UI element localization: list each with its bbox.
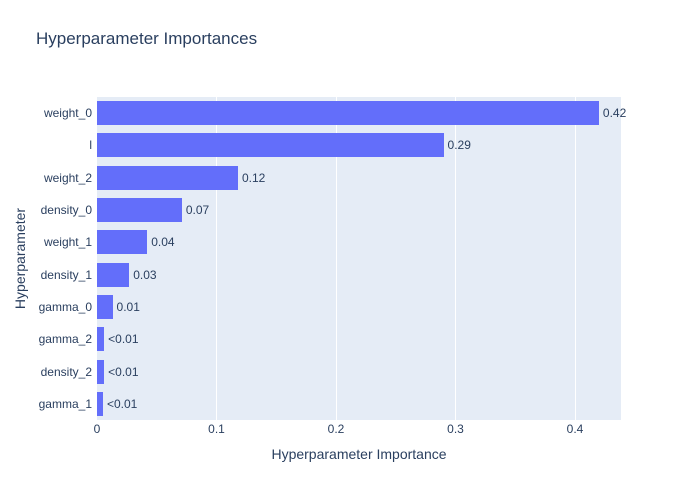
bar-row: l 0.29: [89, 129, 621, 161]
gridline: [216, 97, 218, 420]
bar-row: weight_0 0.42: [44, 97, 626, 129]
y-tick-label: weight_2: [43, 170, 92, 185]
y-tick-label: gamma_1: [38, 396, 92, 411]
x-axis-title: Hyperparameter Importance: [271, 446, 447, 462]
importance-bar[interactable]: [97, 230, 148, 255]
bar-row: weight_1 0.04: [44, 226, 621, 258]
y-tick-label: weight_0: [43, 106, 92, 121]
x-tick-label: 0.4: [566, 422, 584, 436]
bar-value-label: 0.12: [242, 170, 266, 185]
bar-value-label: 0.04: [151, 235, 175, 250]
importance-bar[interactable]: [97, 101, 599, 126]
importance-bar[interactable]: [97, 165, 238, 190]
x-tick-label: 0: [93, 422, 101, 436]
bar-value-label: 0.07: [185, 203, 210, 218]
x-tick-label: 0.3: [447, 422, 464, 436]
gridline: [335, 97, 337, 420]
gridline: [574, 97, 576, 420]
bar-row: gamma_0 0.01: [39, 291, 621, 323]
y-tick-label: gamma_2: [38, 332, 92, 347]
importance-bar[interactable]: [97, 133, 444, 158]
bar-value-label: 0.03: [133, 267, 157, 282]
y-tick-label: density_2: [40, 364, 92, 379]
x-tick-label: 0.1: [208, 422, 225, 436]
chart-title: Hyperparameter Importances: [36, 29, 258, 48]
y-tick-label: density_1: [40, 267, 92, 282]
importance-bar[interactable]: [97, 262, 130, 287]
importance-bar[interactable]: [97, 359, 105, 384]
y-tick-label: gamma_0: [38, 299, 92, 314]
bar-row: gamma_2 <0.01: [39, 323, 621, 355]
importance-bar[interactable]: [97, 391, 103, 416]
importance-bar[interactable]: [97, 198, 182, 223]
bar-row: gamma_1 <0.01: [39, 388, 621, 420]
bar-value-label: <0.01: [106, 396, 138, 411]
bar-value-label: <0.01: [108, 364, 139, 379]
plot-area[interactable]: weight_0 0.42 l 0.29 weight_2 0.12 density_0 0.…: [39, 97, 626, 420]
bar-value-label: 0.29: [447, 138, 471, 153]
bars-container: weight_0 0.42 l 0.29 weight_2 0.12 density_0 0.…: [39, 97, 626, 420]
importance-bar[interactable]: [97, 327, 105, 352]
bar-row: weight_2 0.12: [44, 162, 621, 194]
y-tick-label: l: [89, 138, 92, 153]
bar-value-label: 0.01: [116, 299, 140, 314]
y-tick-label: density_0: [40, 203, 92, 218]
gridline: [455, 97, 457, 420]
y-axis-title: Hyperparameter: [12, 207, 28, 310]
importance-bar[interactable]: [97, 294, 113, 319]
bar-row: density_2 <0.01: [41, 355, 621, 387]
bar-row: density_0 0.07: [41, 194, 621, 226]
bar-value-label: <0.01: [108, 332, 139, 347]
bar-row: density_1 0.03: [41, 258, 621, 290]
x-tick-label: 0.2: [327, 422, 345, 436]
bar-value-label: 0.42: [602, 106, 627, 121]
y-tick-label: weight_1: [43, 235, 92, 250]
